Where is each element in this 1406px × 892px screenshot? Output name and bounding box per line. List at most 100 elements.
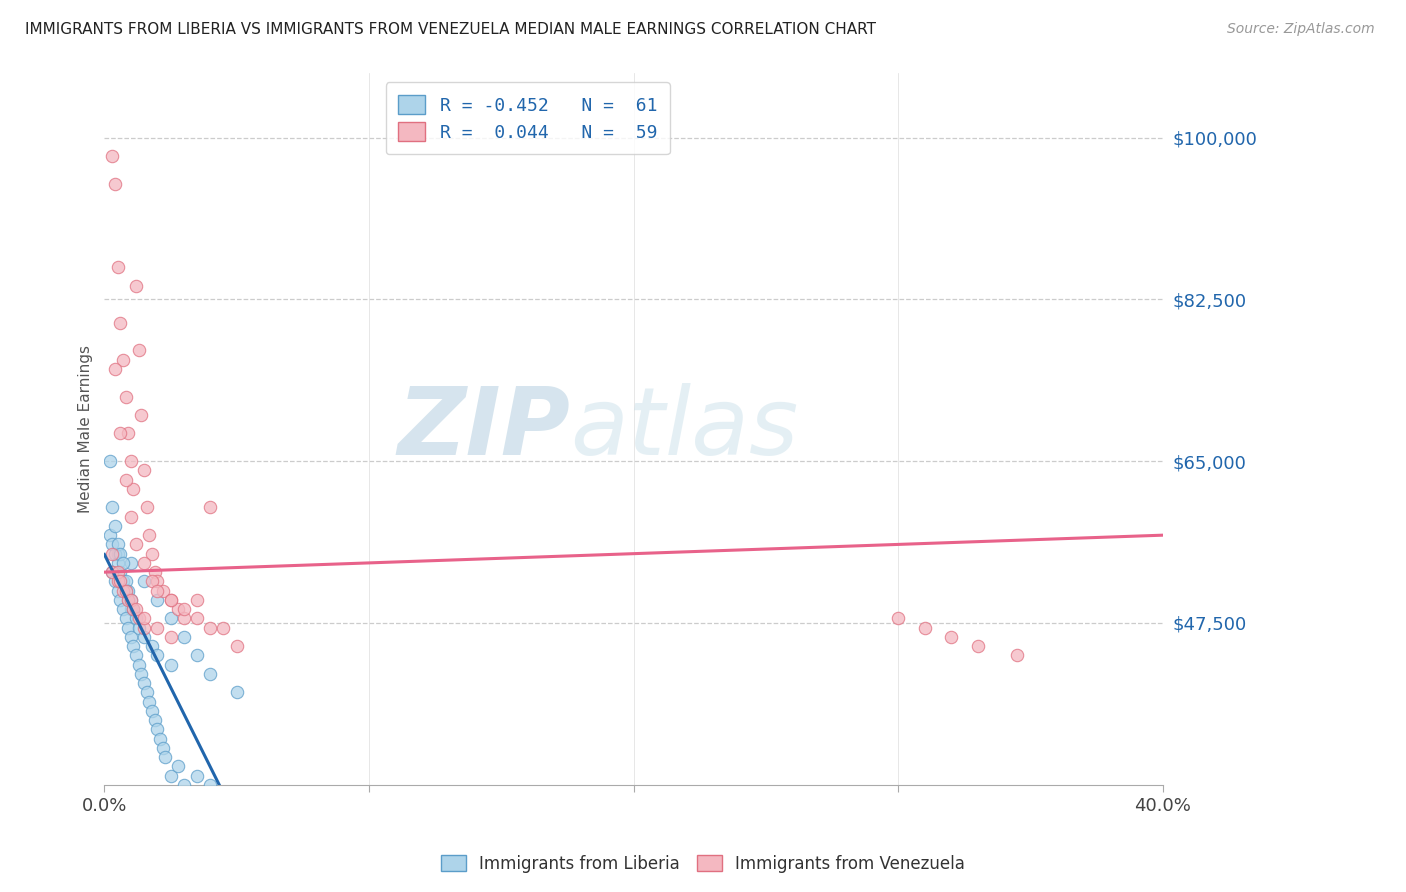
Point xyxy=(107,556,129,570)
Point xyxy=(98,454,121,468)
Point xyxy=(125,611,148,625)
Point xyxy=(173,778,195,792)
Point xyxy=(200,621,222,635)
Point xyxy=(225,639,247,653)
Point xyxy=(146,574,169,589)
Point xyxy=(141,639,163,653)
Point xyxy=(114,473,136,487)
Point xyxy=(200,666,222,681)
Point xyxy=(110,593,132,607)
Point xyxy=(104,519,127,533)
Point xyxy=(173,630,195,644)
Point xyxy=(152,583,174,598)
Point xyxy=(101,565,124,579)
Point xyxy=(146,593,169,607)
Point xyxy=(132,463,155,477)
Point xyxy=(117,426,139,441)
Text: atlas: atlas xyxy=(569,384,799,475)
Legend: Immigrants from Liberia, Immigrants from Venezuela: Immigrants from Liberia, Immigrants from… xyxy=(434,848,972,880)
Y-axis label: Median Male Earnings: Median Male Earnings xyxy=(79,345,93,513)
Legend: R = -0.452   N =  61, R =  0.044   N =  59: R = -0.452 N = 61, R = 0.044 N = 59 xyxy=(385,82,669,154)
Point xyxy=(159,657,181,672)
Point xyxy=(138,528,160,542)
Point xyxy=(225,685,247,699)
Point xyxy=(104,574,127,589)
Point xyxy=(101,565,124,579)
Point xyxy=(132,621,155,635)
Point xyxy=(114,583,136,598)
Point xyxy=(135,500,157,515)
Point xyxy=(117,621,139,635)
Point xyxy=(135,685,157,699)
Point xyxy=(107,547,129,561)
Point xyxy=(114,390,136,404)
Point xyxy=(120,630,142,644)
Point xyxy=(120,593,142,607)
Point xyxy=(111,352,134,367)
Point xyxy=(186,611,208,625)
Point xyxy=(146,583,169,598)
Point xyxy=(110,565,132,579)
Point xyxy=(173,611,195,625)
Point xyxy=(104,361,127,376)
Point xyxy=(111,574,134,589)
Point xyxy=(101,547,124,561)
Point xyxy=(120,593,142,607)
Point xyxy=(107,537,129,551)
Point xyxy=(186,768,208,782)
Point xyxy=(159,593,181,607)
Point xyxy=(122,602,145,616)
Point xyxy=(120,556,142,570)
Point xyxy=(146,621,169,635)
Point xyxy=(110,574,132,589)
Point xyxy=(104,177,127,191)
Point xyxy=(114,583,136,598)
Point xyxy=(186,593,208,607)
Text: ZIP: ZIP xyxy=(398,383,569,475)
Point xyxy=(212,621,235,635)
Point xyxy=(128,611,150,625)
Point xyxy=(107,565,129,579)
Point xyxy=(111,602,134,616)
Point xyxy=(107,583,129,598)
Point xyxy=(186,648,208,663)
Point xyxy=(914,621,936,635)
Point xyxy=(122,639,145,653)
Point xyxy=(141,574,163,589)
Point xyxy=(125,602,148,616)
Text: Source: ZipAtlas.com: Source: ZipAtlas.com xyxy=(1227,22,1375,37)
Point xyxy=(939,630,962,644)
Point xyxy=(125,537,148,551)
Point xyxy=(111,556,134,570)
Point xyxy=(101,500,124,515)
Point xyxy=(120,509,142,524)
Point xyxy=(155,750,177,764)
Point xyxy=(128,621,150,635)
Point xyxy=(132,676,155,690)
Point xyxy=(107,574,129,589)
Point xyxy=(138,695,160,709)
Point xyxy=(98,528,121,542)
Point xyxy=(114,611,136,625)
Point xyxy=(159,593,181,607)
Point xyxy=(152,740,174,755)
Point xyxy=(128,343,150,358)
Point xyxy=(125,648,148,663)
Point xyxy=(104,547,127,561)
Point xyxy=(110,316,132,330)
Point xyxy=(167,602,190,616)
Point xyxy=(159,630,181,644)
Point xyxy=(212,787,235,801)
Point xyxy=(966,639,988,653)
Point xyxy=(173,602,195,616)
Point xyxy=(143,713,166,727)
Point xyxy=(110,547,132,561)
Point xyxy=(1007,648,1029,663)
Point xyxy=(141,704,163,718)
Point xyxy=(120,602,142,616)
Point xyxy=(167,759,190,773)
Point xyxy=(128,657,150,672)
Point xyxy=(887,611,910,625)
Point xyxy=(141,547,163,561)
Point xyxy=(143,565,166,579)
